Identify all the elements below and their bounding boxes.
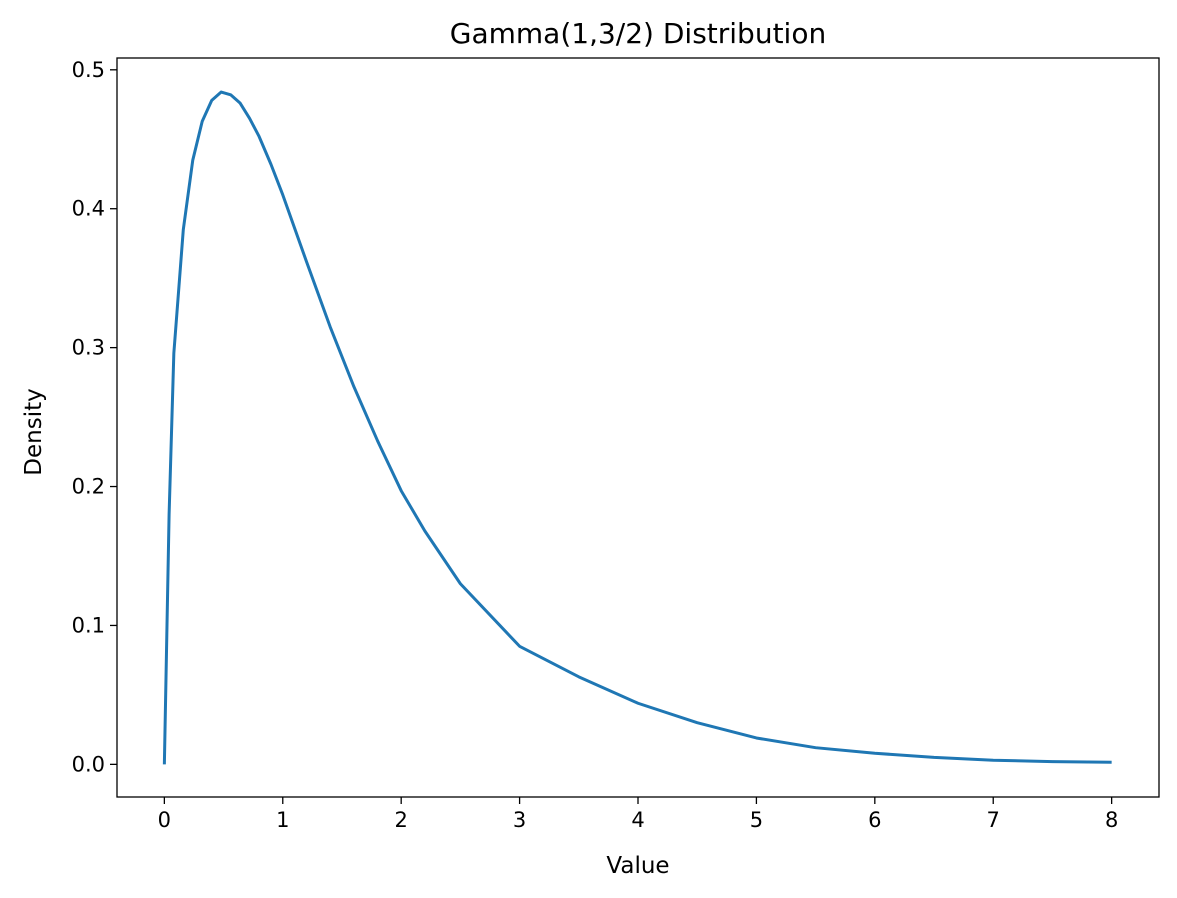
y-tick-label: 0.3 [72,336,105,360]
y-axis-label: Density [21,388,47,475]
x-tick-label: 5 [750,808,763,832]
chart-title: Gamma(1,3/2) Distribution [450,17,826,50]
x-tick-label: 4 [631,808,644,832]
y-tick-label: 0.4 [72,197,105,221]
y-tick-label: 0.5 [72,58,105,82]
x-axis: 0 1 2 3 4 5 6 7 8 [158,797,1118,832]
x-tick-label: 8 [1105,808,1118,832]
y-axis: 0.0 0.1 0.2 0.3 0.4 0.5 [72,58,117,776]
plot-area [117,58,1159,797]
x-tick-label: 1 [276,808,289,832]
y-tick-label: 0.1 [72,613,105,637]
y-tick-label: 0.0 [72,752,105,776]
series-layer [162,90,1112,765]
x-tick-label: 7 [987,808,1000,832]
x-tick-label: 6 [868,808,881,832]
plot-frame [116,57,1160,798]
x-tick-label: 2 [394,808,407,832]
density-line [162,90,1112,765]
x-tick-label: 3 [513,808,526,832]
x-axis-label: Value [606,853,669,879]
x-tick-label: 0 [158,808,171,832]
y-tick-label: 0.2 [72,475,105,499]
